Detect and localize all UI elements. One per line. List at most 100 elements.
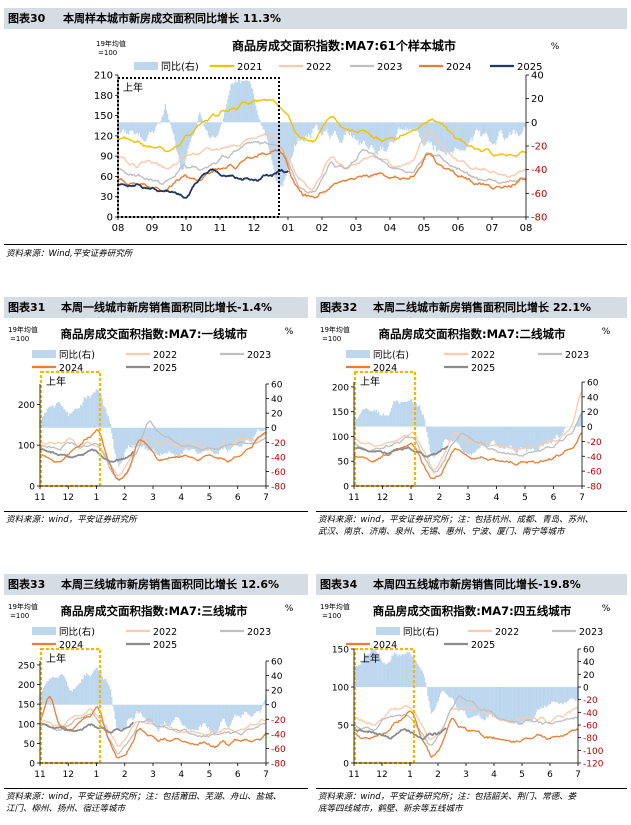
yoy-bar — [76, 409, 78, 428]
yoy-bar — [167, 427, 169, 453]
yoy-bar — [482, 122, 484, 134]
yoy-bar — [512, 122, 514, 130]
yoy-bar — [44, 412, 46, 428]
yoy-bar — [64, 409, 66, 428]
yoy-bar — [442, 122, 444, 153]
yoy-bar — [367, 122, 369, 148]
legend-label: 同比(右) — [373, 349, 409, 361]
yoy-bar — [290, 122, 292, 159]
yoy-bar — [507, 426, 509, 448]
yoy-bar — [345, 122, 347, 132]
yoy-bar — [369, 411, 372, 427]
yoy-bar — [149, 427, 151, 451]
yoy-bar — [386, 122, 388, 150]
yoy-bar — [176, 704, 179, 718]
yoy-bar — [264, 122, 267, 135]
yoy-bar — [261, 704, 264, 707]
legend-label: 2024 — [59, 363, 83, 374]
yoy-bar — [354, 666, 356, 687]
yoy-bar — [271, 122, 273, 161]
yoy-bar — [514, 122, 516, 135]
yoy-bar — [428, 426, 430, 445]
x-tick-label: 1 — [407, 770, 413, 780]
x-tick-label: 01 — [282, 223, 295, 234]
yoy-bar — [180, 122, 183, 170]
yoy-bar — [500, 426, 502, 449]
legend-swatch — [134, 62, 158, 70]
yoy-bar — [564, 687, 566, 703]
left-axis-note: =100 — [322, 335, 341, 343]
yoy-bar — [279, 122, 282, 187]
y2-tick-label: 60 — [583, 646, 595, 656]
yoy-bar — [192, 427, 194, 450]
yoy-bar — [339, 122, 341, 143]
yoy-bar — [481, 122, 483, 137]
yoy-bar — [181, 427, 183, 455]
yoy-bar — [488, 687, 490, 715]
yoy-bar — [58, 401, 60, 428]
yoy-bar — [407, 400, 409, 427]
yoy-bar — [479, 122, 481, 131]
chart-title: 商品房成交面积指数:MA7:61个样本城市 — [232, 38, 456, 53]
yoy-bar — [393, 400, 395, 427]
yoy-bar — [307, 122, 310, 134]
yoy-bar — [199, 427, 201, 454]
yoy-bar — [311, 122, 313, 134]
yoy-bar — [551, 687, 554, 702]
yoy-bar — [58, 676, 60, 705]
yoy-bar — [249, 427, 252, 442]
yoy-bar — [83, 397, 85, 428]
yoy-bar — [369, 652, 371, 687]
yoy-bar — [137, 427, 139, 447]
yoy-bar — [241, 427, 243, 447]
yoy-bar — [107, 416, 109, 428]
yoy-bar — [155, 427, 157, 454]
yoy-bar — [520, 687, 523, 724]
yoy-bar — [69, 690, 71, 705]
yoy-bar — [445, 687, 448, 695]
yoy-bar — [291, 122, 294, 157]
yoy-bar — [161, 704, 163, 726]
yoy-bar — [198, 704, 200, 727]
yoy-bar — [259, 704, 261, 713]
yoy-bar — [386, 415, 388, 427]
y2-tick-label: -80 — [271, 760, 286, 770]
yoy-bar — [490, 687, 493, 715]
yoy-bar — [53, 407, 56, 428]
x-tick-label: 6 — [235, 493, 241, 503]
yoy-bar — [193, 122, 196, 133]
yoy-bar — [208, 122, 211, 138]
yoy-bar — [483, 687, 486, 721]
chart-title: 商品房成交面积指数:MA7:四五线城市 — [373, 604, 572, 618]
yoy-bar — [525, 687, 527, 721]
yoy-bar — [158, 704, 161, 729]
yoy-bar — [430, 426, 433, 456]
yoy-bar — [254, 100, 256, 123]
yoy-bar — [426, 426, 428, 432]
yoy-bar — [200, 114, 202, 123]
yoy-bar — [68, 416, 70, 428]
yoy-bar — [484, 122, 486, 134]
yoy-bar — [214, 122, 216, 138]
yoy-bar — [539, 687, 541, 710]
yoy-bar — [501, 426, 503, 448]
yoy-bar — [138, 427, 140, 446]
yoy-bar — [96, 388, 99, 428]
yoy-bar — [455, 122, 457, 149]
yoy-bar — [370, 649, 372, 687]
yoy-bar — [85, 673, 88, 705]
yoy-bar — [119, 704, 121, 730]
yoy-bar — [275, 122, 277, 182]
yoy-bar — [258, 427, 260, 430]
yoy-bar — [415, 661, 418, 687]
y2-tick-label: 40 — [271, 672, 283, 682]
yoy-bar — [160, 704, 162, 725]
yoy-bar — [187, 704, 189, 730]
yoy-bar — [44, 685, 46, 705]
yoy-bar — [435, 687, 437, 707]
legend-label: 2025 — [153, 640, 177, 651]
yoy-bar — [493, 122, 495, 145]
yoy-bar — [227, 704, 229, 727]
yoy-bar — [391, 122, 394, 142]
yoy-bar — [487, 687, 489, 718]
